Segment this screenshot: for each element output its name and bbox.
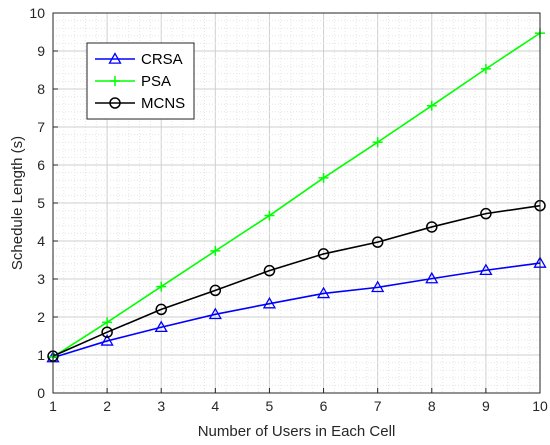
- series-line-mcns: [52, 204, 541, 357]
- series-layer: [46, 28, 547, 363]
- x-tick-label: 7: [374, 398, 382, 414]
- data-point-psa: [264, 210, 275, 221]
- legend-marker-crsa: [108, 52, 122, 64]
- data-point-mcns: [101, 326, 113, 338]
- y-tick-label: 5: [37, 195, 45, 211]
- data-point-mcns: [371, 236, 384, 248]
- data-point-crsa: [316, 286, 331, 299]
- legend-marker-psa: [110, 76, 120, 86]
- data-point-psa: [210, 245, 221, 256]
- y-tick-label: 8: [37, 81, 45, 97]
- data-point-crsa: [425, 271, 439, 284]
- x-axis-label: Number of Users in Each Cell: [198, 423, 396, 440]
- data-point-psa: [318, 172, 329, 183]
- data-point-psa: [426, 100, 437, 111]
- data-point-mcns: [317, 248, 330, 260]
- legend-entry-mcns: MCNS: [95, 95, 185, 112]
- series-line-crsa: [52, 262, 541, 359]
- x-tick-label: 1: [49, 398, 57, 414]
- data-point-crsa: [100, 334, 114, 346]
- data-point-mcns: [209, 284, 222, 297]
- x-tick-label: 3: [157, 398, 165, 414]
- y-tick-label: 10: [29, 5, 45, 21]
- data-point-crsa: [262, 296, 277, 309]
- y-tick-label: 0: [37, 385, 45, 401]
- legend: CRSA PSA MCNS: [86, 42, 195, 120]
- data-point-mcns: [155, 303, 167, 316]
- data-point-mcns: [426, 221, 438, 233]
- series-mcns: [47, 199, 546, 362]
- legend-label-crsa: CRSA: [141, 51, 183, 68]
- y-tick-label: 7: [37, 119, 45, 135]
- x-tick-label: 6: [320, 398, 328, 414]
- legend-label-mcns: MCNS: [141, 95, 185, 112]
- x-tick-label: 9: [482, 398, 490, 414]
- data-point-psa: [480, 63, 491, 74]
- x-tick-label: 8: [428, 398, 436, 414]
- series-crsa: [46, 256, 547, 363]
- data-point-psa: [372, 137, 383, 148]
- legend-marker-mcns: [109, 97, 121, 109]
- data-point-mcns: [263, 264, 276, 277]
- legend-entry-crsa: CRSA: [95, 51, 183, 68]
- y-tick-label: 2: [37, 309, 45, 325]
- data-point-crsa: [479, 263, 493, 276]
- legend-label-psa: PSA: [141, 73, 171, 90]
- y-tick-label: 4: [37, 233, 45, 249]
- y-tick-label: 9: [37, 43, 45, 59]
- y-tick-label: 1: [37, 347, 45, 363]
- y-tick-label: 6: [37, 157, 45, 173]
- data-point-crsa: [208, 307, 222, 320]
- data-point-psa: [156, 281, 167, 292]
- x-tick-label: 5: [266, 398, 274, 414]
- data-point-mcns: [480, 207, 492, 220]
- y-tick-label: 3: [37, 271, 45, 287]
- legend-entry-psa: PSA: [95, 73, 171, 90]
- x-tick-label: 10: [532, 398, 548, 414]
- data-point-crsa: [154, 320, 168, 333]
- y-axis-label: Schedule Length (s): [9, 136, 26, 270]
- grid: [52, 12, 541, 394]
- x-tick-label: 4: [211, 398, 219, 414]
- data-point-psa: [102, 317, 113, 328]
- data-point-crsa: [371, 280, 385, 293]
- x-tick-label: 2: [103, 398, 111, 414]
- series-line-psa: [52, 32, 541, 358]
